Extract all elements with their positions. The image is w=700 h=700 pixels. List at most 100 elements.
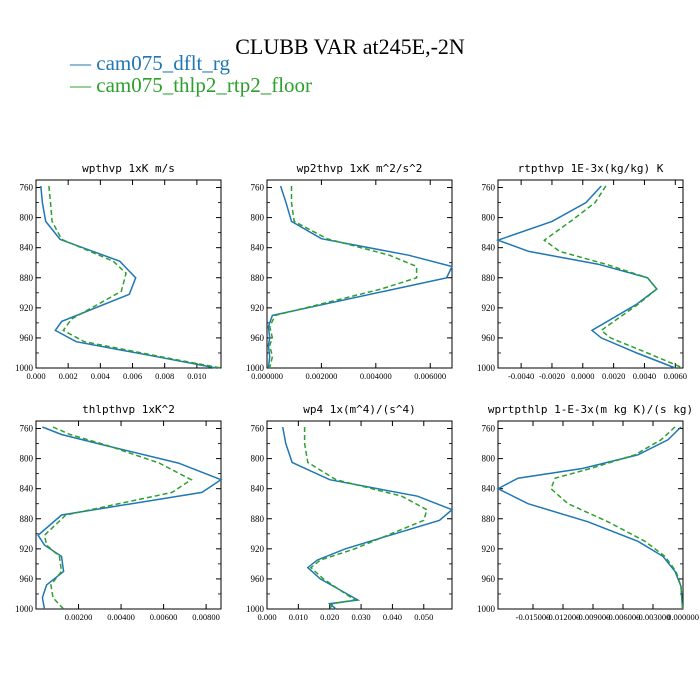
- x-tick-label: 0.006: [123, 371, 142, 381]
- panel-frame: [266, 420, 453, 610]
- series-line-floor: [48, 185, 222, 369]
- y-tick-label: 800: [251, 454, 265, 464]
- series-line-dflt: [496, 426, 684, 610]
- x-tick-label: 0.050: [414, 612, 433, 622]
- panel-2: wp2thvp 1xK m^2/s^2 760 800 840 880 920 960 100…: [246, 162, 454, 381]
- x-tick-label: 0.000000: [251, 371, 283, 381]
- panel-title: wprtpthlp 1-E-3x(m kg K)/(s kg): [488, 403, 693, 416]
- y-tick-label: 840: [20, 243, 34, 253]
- y-tick-label: 880: [482, 514, 496, 524]
- y-tick-label: 960: [482, 333, 496, 343]
- panel-frame: [497, 179, 684, 369]
- x-tick-label: 0.0000: [571, 371, 594, 381]
- x-tick-label: 0.002: [59, 371, 78, 381]
- y-tick-label: 800: [251, 213, 265, 223]
- panel-title: wp4 1x(m^4)/(s^4): [303, 403, 416, 416]
- y-tick-label: 760: [20, 183, 34, 193]
- y-tick-label: 760: [482, 424, 496, 434]
- x-tick-label: 0.040: [383, 612, 402, 622]
- panel-title: wp2thvp 1xK m^2/s^2: [297, 162, 423, 175]
- x-tick-label: 0.000: [257, 612, 276, 622]
- x-tick-label: 0.030: [352, 612, 371, 622]
- x-tick-label: -0.015000: [516, 612, 551, 622]
- y-tick-label: 840: [20, 484, 34, 494]
- y-tick-label: 840: [482, 484, 496, 494]
- y-tick-label: 920: [482, 303, 496, 313]
- y-tick-label: 840: [251, 484, 265, 494]
- x-tick-label: -0.006000: [606, 612, 641, 622]
- y-tick-label: 920: [20, 544, 34, 554]
- x-tick-label: 0.010: [289, 612, 308, 622]
- x-tick-label: 0.00800: [192, 612, 220, 622]
- x-tick-label: 0.0060: [664, 371, 687, 381]
- x-tick-label: 0.000: [26, 371, 45, 381]
- y-tick-label: 1000: [246, 363, 265, 373]
- panel-5: wp4 1x(m^4)/(s^4)76080084088092096010000…: [246, 403, 454, 622]
- x-tick-label: 0.010: [187, 371, 206, 381]
- y-tick-label: 960: [20, 574, 34, 584]
- y-tick-label: 880: [20, 514, 34, 524]
- y-tick-label: 760: [251, 424, 265, 434]
- panel-title: thlpthvp 1xK^2: [82, 403, 175, 416]
- series-line-floor: [303, 427, 428, 610]
- y-tick-label: 840: [251, 243, 265, 253]
- panel-frame: [266, 179, 453, 369]
- y-tick-label: 800: [20, 454, 34, 464]
- x-tick-label: 0.002000: [305, 371, 337, 381]
- series-line-floor: [268, 186, 418, 369]
- y-tick-label: 760: [20, 424, 34, 434]
- y-tick-label: 1000: [477, 363, 496, 373]
- series-line-floor: [543, 185, 684, 369]
- x-tick-label: 0.004000: [360, 371, 392, 381]
- x-tick-label: 0.000000: [667, 612, 699, 622]
- panel-title: rtpthvp 1E-3x(kg/kg) K: [518, 162, 664, 175]
- series-line-floor: [550, 426, 684, 610]
- y-tick-label: 1000: [246, 604, 265, 614]
- x-tick-label: 0.00600: [150, 612, 178, 622]
- y-tick-label: 920: [482, 544, 496, 554]
- x-tick-label: 0.00200: [65, 612, 93, 622]
- series-line-dflt: [495, 185, 676, 369]
- chart-title: CLUBB VAR at245E,-2N: [235, 34, 465, 59]
- y-tick-label: 880: [251, 273, 265, 283]
- series-line-dflt: [40, 185, 217, 369]
- y-tick-label: 960: [251, 574, 265, 584]
- x-tick-label: 0.0020: [602, 371, 625, 381]
- y-tick-label: 920: [251, 544, 265, 554]
- x-tick-label: 0.008: [155, 371, 174, 381]
- y-tick-label: 960: [20, 333, 34, 343]
- panel-1: wpthvp 1xK m/s76080084088092096010000.00…: [15, 162, 222, 381]
- panel-3: rtpthvp 1E-3x(kg/kg) K 760 800 840 880 920 960…: [477, 162, 687, 381]
- y-tick-label: 960: [482, 574, 496, 584]
- series-line-dflt: [281, 426, 454, 610]
- x-tick-label: -0.003000: [636, 612, 671, 622]
- y-tick-label: 800: [482, 213, 496, 223]
- x-tick-label: 0.00400: [107, 612, 135, 622]
- x-tick-label: -0.012000: [546, 612, 581, 622]
- panel-title: wpthvp 1xK m/s: [82, 162, 175, 175]
- series-line-dflt: [267, 185, 454, 369]
- y-tick-label: 920: [251, 303, 265, 313]
- panel-frame: [35, 179, 222, 369]
- legend-item-dflt: — cam075_dflt_rg: [70, 51, 231, 75]
- y-tick-label: 840: [482, 243, 496, 253]
- x-tick-label: 0.006000: [414, 371, 446, 381]
- y-tick-label: 1000: [477, 604, 496, 614]
- x-tick-label: -0.0020: [539, 371, 565, 381]
- y-tick-label: 880: [251, 514, 265, 524]
- legend-item-floor: — cam075_thlp2_rtp2_floor: [70, 73, 313, 97]
- panel-frame: [35, 420, 222, 610]
- y-tick-label: 1000: [15, 604, 34, 614]
- x-tick-label: 0.0040: [633, 371, 656, 381]
- y-tick-label: 760: [482, 183, 496, 193]
- x-tick-label: -0.0040: [508, 371, 534, 381]
- x-tick-label: -0.009000: [576, 612, 611, 622]
- y-tick-label: 800: [482, 454, 496, 464]
- series-line-dflt: [37, 426, 223, 610]
- y-tick-label: 880: [20, 273, 34, 283]
- panel-4: thlpthvp 1xK^2 760 800 840 880 920 960 1000 0.00…: [15, 403, 223, 622]
- panel-frame: [497, 420, 684, 610]
- y-tick-label: 760: [251, 183, 265, 193]
- panel-6: wprtpthlp 1-E-3x(m kg K)/(s kg) 760 800 840…: [477, 403, 699, 622]
